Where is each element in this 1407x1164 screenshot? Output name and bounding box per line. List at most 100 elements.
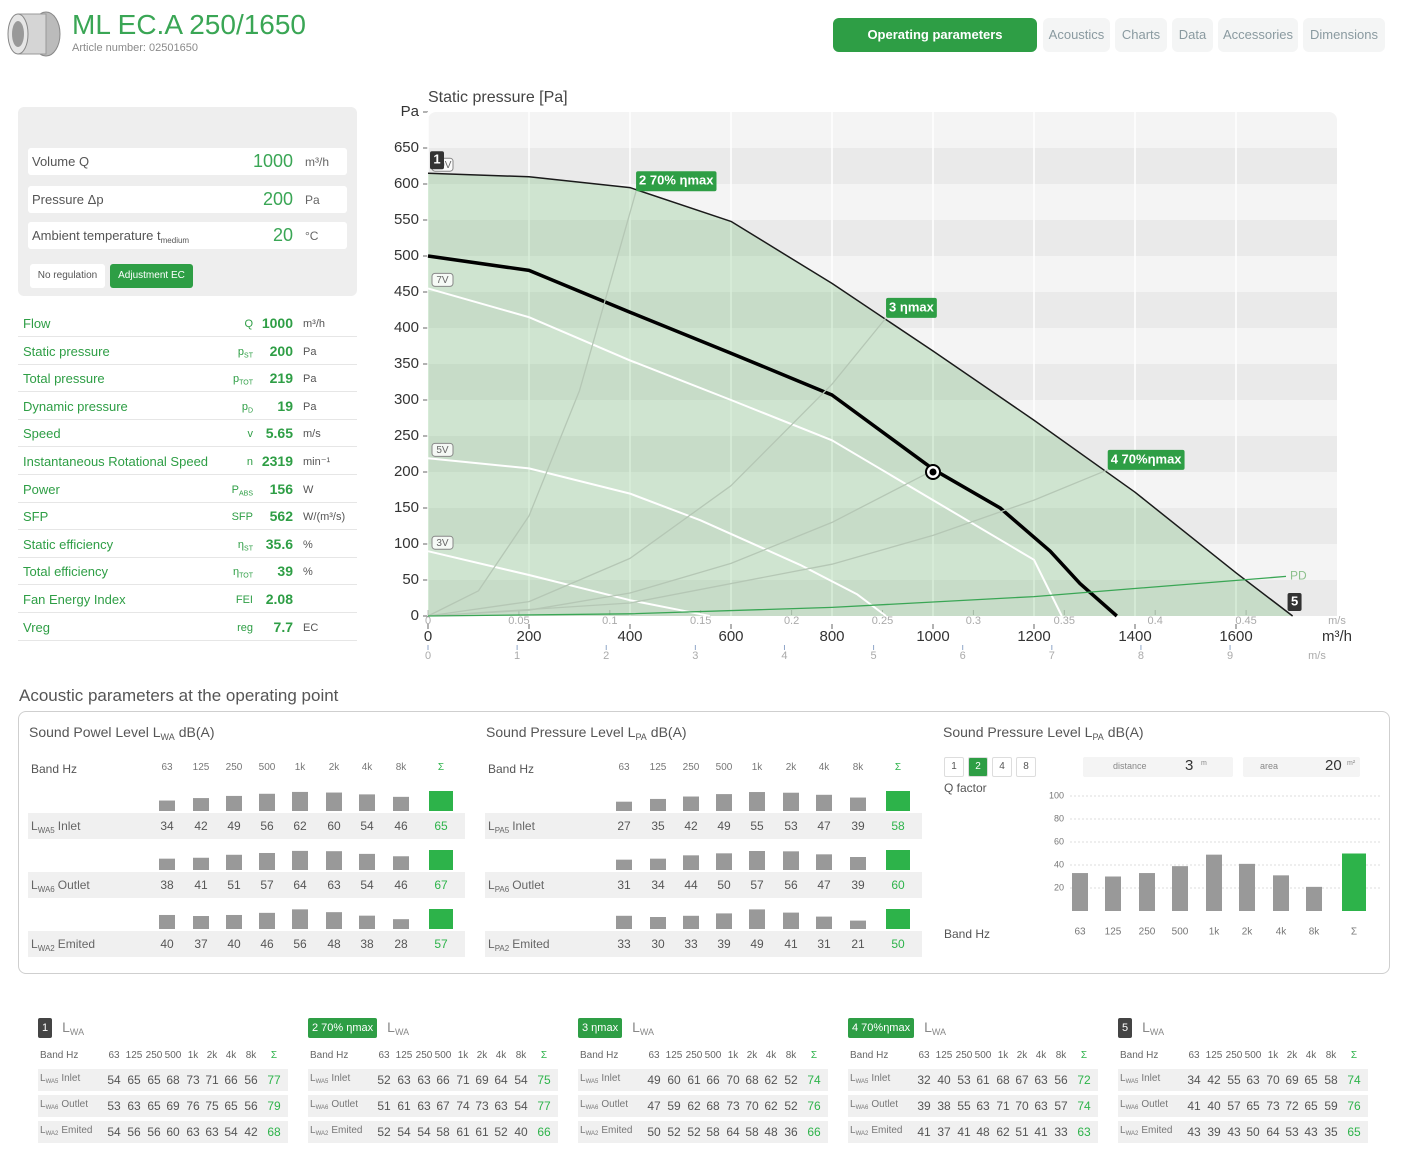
curve	[427, 287, 1063, 617]
band-header: 250	[225, 762, 243, 773]
label-subscript: WA	[69, 1027, 85, 1038]
y-tick-label: Pa	[401, 103, 420, 120]
point-badge	[636, 171, 717, 192]
panel-title: Sound Pressure Level LPA dB(A)	[486, 724, 687, 742]
band-header: 125	[1205, 1050, 1223, 1061]
band-value: 47	[817, 819, 831, 833]
band-header: 1k	[187, 1050, 199, 1061]
band-value: 48	[327, 937, 341, 951]
y-tick-label: 100	[394, 535, 419, 552]
table-value: 63	[417, 1073, 431, 1087]
voltage-label-box	[431, 535, 454, 550]
band-value: 54	[360, 819, 374, 833]
table-value: 65	[1304, 1099, 1318, 1113]
q-factor-button[interactable]: 8	[1016, 757, 1036, 777]
table-value: 38	[937, 1099, 951, 1113]
input-value[interactable]: 20	[272, 225, 293, 245]
tab[interactable]: Charts	[1115, 18, 1167, 52]
secondary-tick-label: 3	[692, 650, 698, 662]
point-marker	[430, 151, 444, 170]
row-label: LWA2 Emited	[580, 1121, 632, 1144]
input-unit: Pa	[305, 193, 320, 207]
band-value: 64	[293, 878, 307, 892]
field-value[interactable]: 20	[1325, 757, 1342, 774]
point-marker-label: 5	[1291, 593, 1298, 608]
tab[interactable]: Acoustics	[1043, 18, 1110, 52]
band-value: 41	[784, 937, 798, 951]
input-value[interactable]: 200	[262, 189, 293, 209]
curve	[427, 191, 637, 617]
param-symbol: ηTOT	[173, 559, 253, 589]
param-value: 200	[269, 342, 293, 359]
param-row	[18, 614, 357, 641]
table-value: 59	[1324, 1099, 1338, 1113]
band-value: 53	[784, 819, 798, 833]
grid-band	[428, 508, 1337, 544]
table-value: 62	[764, 1099, 778, 1113]
table-value: 40	[1207, 1099, 1221, 1113]
table-value: 52	[784, 1073, 798, 1087]
row-subscript: WA6	[855, 1105, 869, 1112]
input-value[interactable]: 1000	[252, 151, 293, 171]
row-name: Emited	[512, 937, 550, 951]
band-header: Σ	[810, 1050, 818, 1061]
param-unit: W	[303, 483, 314, 496]
section-title: Acoustic parameters at the operating poi…	[19, 686, 339, 705]
row-name: Emited	[871, 1125, 903, 1136]
table-value: 76	[1347, 1099, 1361, 1113]
q-factor-button[interactable]: 2	[968, 757, 988, 777]
row-symbol: L	[40, 1073, 46, 1084]
row-subscript: WA6	[45, 1105, 59, 1112]
tab[interactable]: Dimensions	[1303, 18, 1385, 52]
param-row	[18, 531, 357, 558]
table-value: 71	[996, 1099, 1010, 1113]
x-tick-label: 1600	[1219, 628, 1252, 645]
table-value: 65	[1246, 1099, 1260, 1113]
band-value: 56	[260, 819, 274, 833]
curve	[427, 254, 1118, 618]
band-header: 63	[1188, 1050, 1200, 1061]
table-value: 62	[996, 1125, 1010, 1139]
table-value: 74	[807, 1073, 821, 1087]
table-value: 72	[1285, 1099, 1299, 1113]
secondary-tick-label: 0	[425, 615, 431, 627]
tab[interactable]: Data	[1172, 18, 1213, 52]
label-text: reg	[237, 621, 253, 634]
table-value: 63	[1034, 1073, 1048, 1087]
tab[interactable]: Accessories	[1218, 18, 1298, 52]
band-value: 57	[434, 937, 448, 951]
regulation-button[interactable]: No regulation	[30, 264, 105, 288]
param-symbol: v	[173, 421, 254, 448]
row-symbol: L	[1120, 1125, 1126, 1136]
table-row	[308, 1095, 558, 1117]
table-value: 43	[1187, 1125, 1201, 1139]
table-value: 71	[456, 1073, 470, 1087]
curve	[427, 172, 1294, 617]
q-factor-button[interactable]: 1	[944, 757, 964, 777]
x-tick-label: 0	[424, 628, 432, 645]
band-value: 56	[293, 937, 307, 951]
row-label: LWA2 Emited	[850, 1121, 902, 1144]
table-value: 64	[494, 1073, 508, 1087]
input-row	[28, 186, 347, 213]
y-tick-label: 450	[394, 283, 419, 300]
band-header: 4k	[495, 1050, 507, 1061]
band-header: 8k	[852, 762, 864, 773]
row-name: Outlet	[1141, 1099, 1169, 1110]
table-value: 60	[166, 1125, 180, 1139]
band-header: 125	[665, 1050, 683, 1061]
table-value: 52	[667, 1125, 681, 1139]
band-value: 39	[851, 819, 865, 833]
tab[interactable]: Operating parameters	[833, 18, 1037, 52]
field-value[interactable]: 3	[1185, 757, 1194, 774]
label-text: L	[632, 1018, 640, 1035]
band-value: 28	[394, 937, 408, 951]
regulation-button[interactable]: Adjustment EC	[110, 264, 193, 288]
q-factor-button[interactable]: 4	[992, 757, 1012, 777]
point-badge: 2 70% ηmax	[308, 1018, 378, 1038]
table-value: 66	[436, 1073, 450, 1087]
row-symbol: L	[31, 937, 38, 951]
voltage-label: 7V	[436, 275, 449, 286]
point-badge: 1	[38, 1018, 53, 1038]
